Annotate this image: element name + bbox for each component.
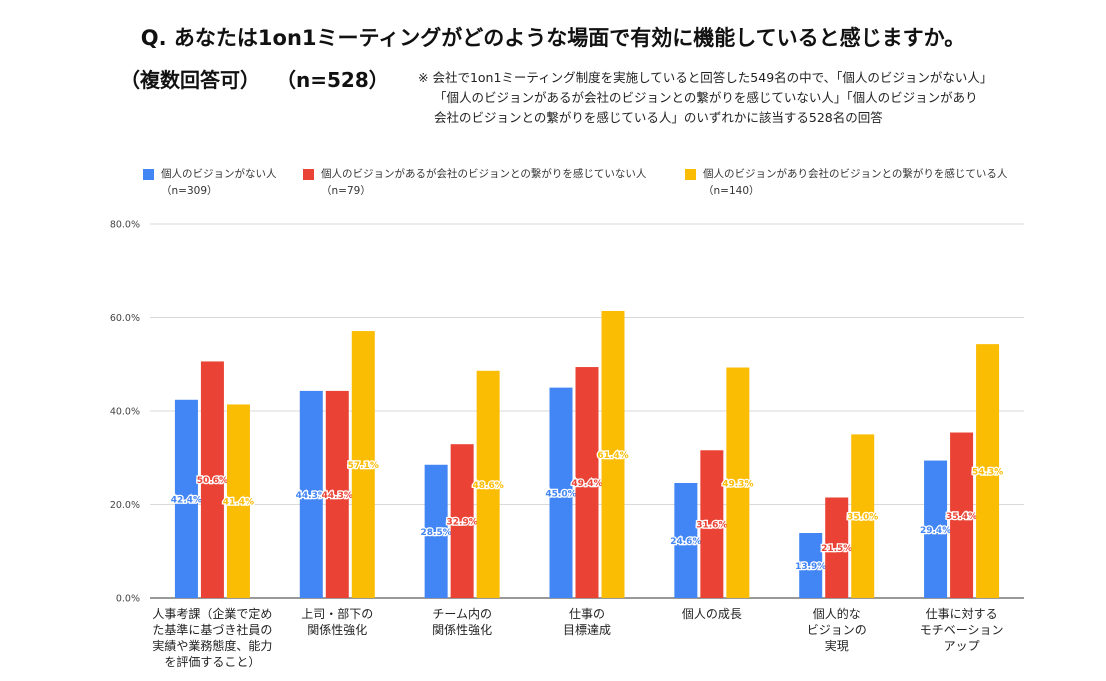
data-label: 31.6% <box>696 521 727 531</box>
bar <box>351 331 375 598</box>
x-tick-label: 上司・部下の <box>301 606 373 621</box>
note-line: 「個人のビジョンがあるが会社のビジョンとの繋がりを感じていない人」「個人のビジョ… <box>434 90 978 105</box>
bar <box>549 387 573 598</box>
bar <box>299 390 323 598</box>
legend-label: 個人のビジョンがない人 <box>161 168 277 180</box>
legend-swatch <box>303 169 314 180</box>
legend-item-vision-no-link: 個人のビジョンがあるが会社のビジョンとの繋がりを感じていない人 （n=79） <box>303 166 646 200</box>
bar <box>325 390 349 598</box>
subtitle-main: （複数回答可） <box>120 68 260 92</box>
data-label: 44.3% <box>322 491 353 501</box>
legend-n: （n=140） <box>703 185 760 197</box>
x-tick-label: 人事考課（企業で定め <box>152 606 272 621</box>
bar <box>424 464 448 598</box>
sample-size: （n=528） <box>286 68 389 92</box>
data-label: 29.4% <box>920 526 951 536</box>
survey-note: ※ 会社で1on1ミーティング制度を実施していると回答した549名の中で、「個人… <box>418 68 992 128</box>
subtitle: （複数回答可） （n=528） <box>120 64 389 93</box>
bar <box>976 344 1000 598</box>
data-label: 24.6% <box>670 537 701 547</box>
data-label: 57.1% <box>348 461 379 471</box>
legend-item-no-vision: 個人のビジョンがない人 （n=309） <box>143 166 277 200</box>
bar <box>700 450 724 598</box>
page-title: Q. あなたは1on1ミーティングがどのような場面で有効に機能していると感じます… <box>140 26 966 50</box>
bar <box>174 399 198 598</box>
bar <box>476 370 500 598</box>
bar <box>226 404 250 598</box>
legend-n: （n=79） <box>321 185 371 197</box>
bar <box>200 361 224 598</box>
data-label: 35.4% <box>946 512 977 522</box>
x-tick-label: 個人的な <box>813 606 861 621</box>
x-tick-label: チーム内の <box>432 607 492 621</box>
data-label: 32.9% <box>447 518 478 528</box>
note-line: ※ 会社で1on1ミーティング制度を実施していると回答した549名の中で、「個人… <box>418 70 993 85</box>
bar <box>726 367 750 598</box>
y-tick-label: 60.0% <box>110 313 140 324</box>
bar <box>825 497 849 598</box>
bar <box>450 444 474 598</box>
x-tick-label: 実現 <box>825 638 849 653</box>
bar <box>674 482 698 598</box>
legend-label: 個人のビジョンがあり会社のビジョンとの繋がりを感じている人 <box>703 168 1008 180</box>
legend-label: 個人のビジョンがあるが会社のビジョンとの繋がりを感じていない人 <box>321 168 647 180</box>
data-label: 35.0% <box>847 513 878 523</box>
data-label: 45.0% <box>545 489 576 499</box>
x-tick-label: モチベーション <box>920 623 1004 637</box>
data-label: 48.6% <box>473 481 504 491</box>
legend-item-vision-linked: 個人のビジョンがあり会社のビジョンとの繋がりを感じている人 （n=140） <box>685 166 1007 200</box>
bar <box>575 367 599 598</box>
data-label: 42.4% <box>171 495 202 505</box>
x-tick-label: 個人の成長 <box>682 607 742 621</box>
data-label: 13.9% <box>795 562 826 572</box>
y-tick-label: 0.0% <box>116 594 140 605</box>
bar <box>601 310 625 598</box>
x-tick-label: 関係性強化 <box>432 623 492 637</box>
x-tick-label: 仕事に対する <box>926 607 998 621</box>
x-tick-label: 仕事の <box>569 607 605 621</box>
legend-swatch <box>685 169 696 180</box>
y-tick-label: 80.0% <box>110 220 140 231</box>
data-label: 61.4% <box>597 451 628 461</box>
data-label: 28.5% <box>421 528 452 538</box>
bar <box>851 434 875 598</box>
legend-swatch <box>143 169 154 180</box>
data-label: 54.3% <box>972 468 1003 478</box>
legend-n: （n=309） <box>161 185 218 197</box>
note-line: 会社のビジョンとの繋がりを感じている人」のいずれかに該当する528名の回答 <box>434 110 883 125</box>
bar <box>799 533 823 598</box>
x-tick-label: ビジョンの <box>807 623 867 637</box>
x-tick-label: 実績や業務態度、能力 <box>152 638 272 653</box>
data-label: 49.3% <box>722 479 753 489</box>
x-tick-label: を評価すること） <box>164 654 260 669</box>
bar <box>950 432 974 598</box>
y-tick-label: 20.0% <box>110 500 140 511</box>
data-label: 50.6% <box>197 476 228 486</box>
data-label: 41.4% <box>223 498 254 508</box>
x-tick-label: た基準に基づき社員の <box>152 622 272 637</box>
y-tick-label: 40.0% <box>110 407 140 418</box>
data-label: 21.5% <box>821 544 852 554</box>
data-label: 49.4% <box>571 479 602 489</box>
data-label: 44.3% <box>296 491 327 501</box>
x-tick-label: アップ <box>944 639 980 653</box>
x-tick-label: 関係性強化 <box>307 623 367 637</box>
x-tick-label: 目標達成 <box>563 623 611 637</box>
bar <box>924 460 948 598</box>
